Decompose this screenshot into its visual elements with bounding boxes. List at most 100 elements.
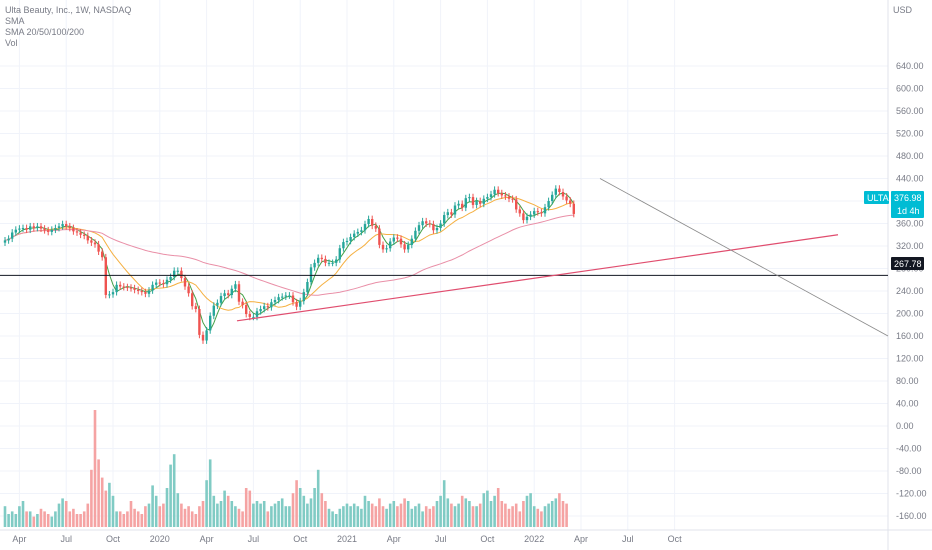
volume-bar — [320, 493, 324, 527]
candle-body — [425, 221, 428, 224]
candle-body — [367, 219, 370, 225]
volume-bar — [226, 495, 230, 527]
y-tick-label: 200.00 — [896, 309, 924, 319]
candle-body — [122, 286, 125, 288]
candle-body — [565, 196, 568, 201]
x-tick-label: Oct — [668, 534, 683, 544]
volume-bar — [565, 503, 568, 527]
candle-body — [392, 237, 395, 242]
candle-body — [338, 248, 341, 260]
candle-body — [234, 284, 237, 289]
candle-body — [176, 270, 179, 272]
candle-body — [331, 262, 334, 264]
candle-body — [108, 294, 111, 296]
volume-bar — [176, 493, 180, 527]
legend-volume: Vol — [5, 38, 18, 48]
candle-body — [216, 302, 219, 306]
candle-body — [65, 224, 68, 227]
volume-bar — [190, 511, 194, 527]
price-axis[interactable]: 640.00600.00560.00520.00480.00440.00400.… — [896, 61, 927, 521]
volume-bar — [403, 498, 406, 527]
volume-bar — [417, 503, 421, 527]
volume-bar — [550, 501, 554, 527]
candle-body — [324, 258, 327, 263]
volume-bar — [486, 490, 489, 527]
candle-body — [428, 223, 431, 225]
candle-body — [291, 295, 295, 303]
candle-body — [511, 198, 514, 200]
volume-bar — [75, 514, 79, 527]
candle-body — [569, 200, 572, 204]
x-tick-label: Apr — [574, 534, 588, 544]
volume-bar — [471, 506, 475, 527]
candle-body — [133, 288, 136, 290]
candle-body — [14, 229, 17, 233]
volume-bar — [28, 511, 32, 527]
candle-body — [439, 223, 442, 228]
candle-body — [151, 284, 154, 291]
x-tick-label: Apr — [387, 534, 401, 544]
volume-bar — [525, 495, 529, 527]
volume-bar — [316, 469, 320, 527]
volume-bar — [255, 501, 259, 527]
rising-trendline — [236, 234, 839, 322]
candle-body — [342, 242, 345, 249]
candle-body — [21, 228, 25, 229]
ticker-tag: ULTA 376.98 1d 4h — [864, 191, 924, 218]
candle-body — [309, 267, 313, 282]
candle-body — [241, 301, 244, 306]
x-tick-label: Oct — [106, 534, 121, 544]
volume-bar — [496, 488, 500, 527]
candle-body — [83, 234, 86, 236]
volume-bar — [547, 503, 550, 527]
volume-bar — [187, 506, 190, 527]
candle-body — [54, 228, 57, 230]
volume-bar — [270, 506, 273, 527]
candle-body — [529, 214, 532, 217]
x-tick-label: Jul — [435, 534, 447, 544]
candle-body — [317, 257, 320, 263]
volume-bar — [363, 495, 367, 527]
volume-bar — [327, 508, 331, 527]
volume-bar — [140, 514, 144, 527]
candle-body — [572, 203, 575, 214]
volume-bar — [511, 506, 514, 527]
volume-bar — [331, 511, 334, 527]
volume-bar — [309, 498, 313, 527]
drawing-overlays — [0, 178, 889, 337]
volume-bar — [381, 506, 385, 527]
volume-bar — [205, 480, 208, 527]
candle-body — [389, 241, 392, 249]
volume-bar — [93, 410, 97, 527]
volume-bar — [478, 503, 482, 527]
volume-bar — [489, 501, 493, 527]
x-tick-label: Apr — [200, 534, 214, 544]
candle-body — [432, 224, 435, 231]
volume-bar — [334, 514, 338, 527]
volume-bar — [108, 482, 111, 527]
volume-bar — [14, 514, 18, 527]
candle-body — [327, 262, 331, 264]
candle-body — [180, 270, 183, 279]
chart-legend: Ulta Beauty, Inc., 1W, NASDAQ SMA SMA 20… — [5, 5, 131, 49]
sma-50-line — [4, 197, 574, 311]
level-tag: 267.78 — [891, 257, 924, 270]
x-tick-label: 2021 — [337, 534, 357, 544]
candle-body — [554, 188, 557, 195]
volume-bar — [64, 501, 68, 527]
x-tick-label: Apr — [12, 534, 26, 544]
candle-body — [198, 309, 201, 335]
candle-body — [191, 293, 194, 307]
volume-bar — [392, 501, 396, 527]
time-axis[interactable]: Apr Jul Oct 2020 Apr Jul Oct 2021 Apr Jul Oct 2022 A… — [12, 534, 682, 544]
volume-bar — [169, 464, 172, 527]
y-tick-label: -160.00 — [896, 511, 927, 521]
candle-body — [57, 226, 61, 228]
volume-bar — [439, 495, 442, 527]
candle-body — [497, 189, 500, 194]
volume-bar — [468, 501, 471, 527]
candle-body — [79, 232, 82, 235]
candle-body — [414, 230, 417, 239]
volume-bar — [183, 508, 187, 527]
